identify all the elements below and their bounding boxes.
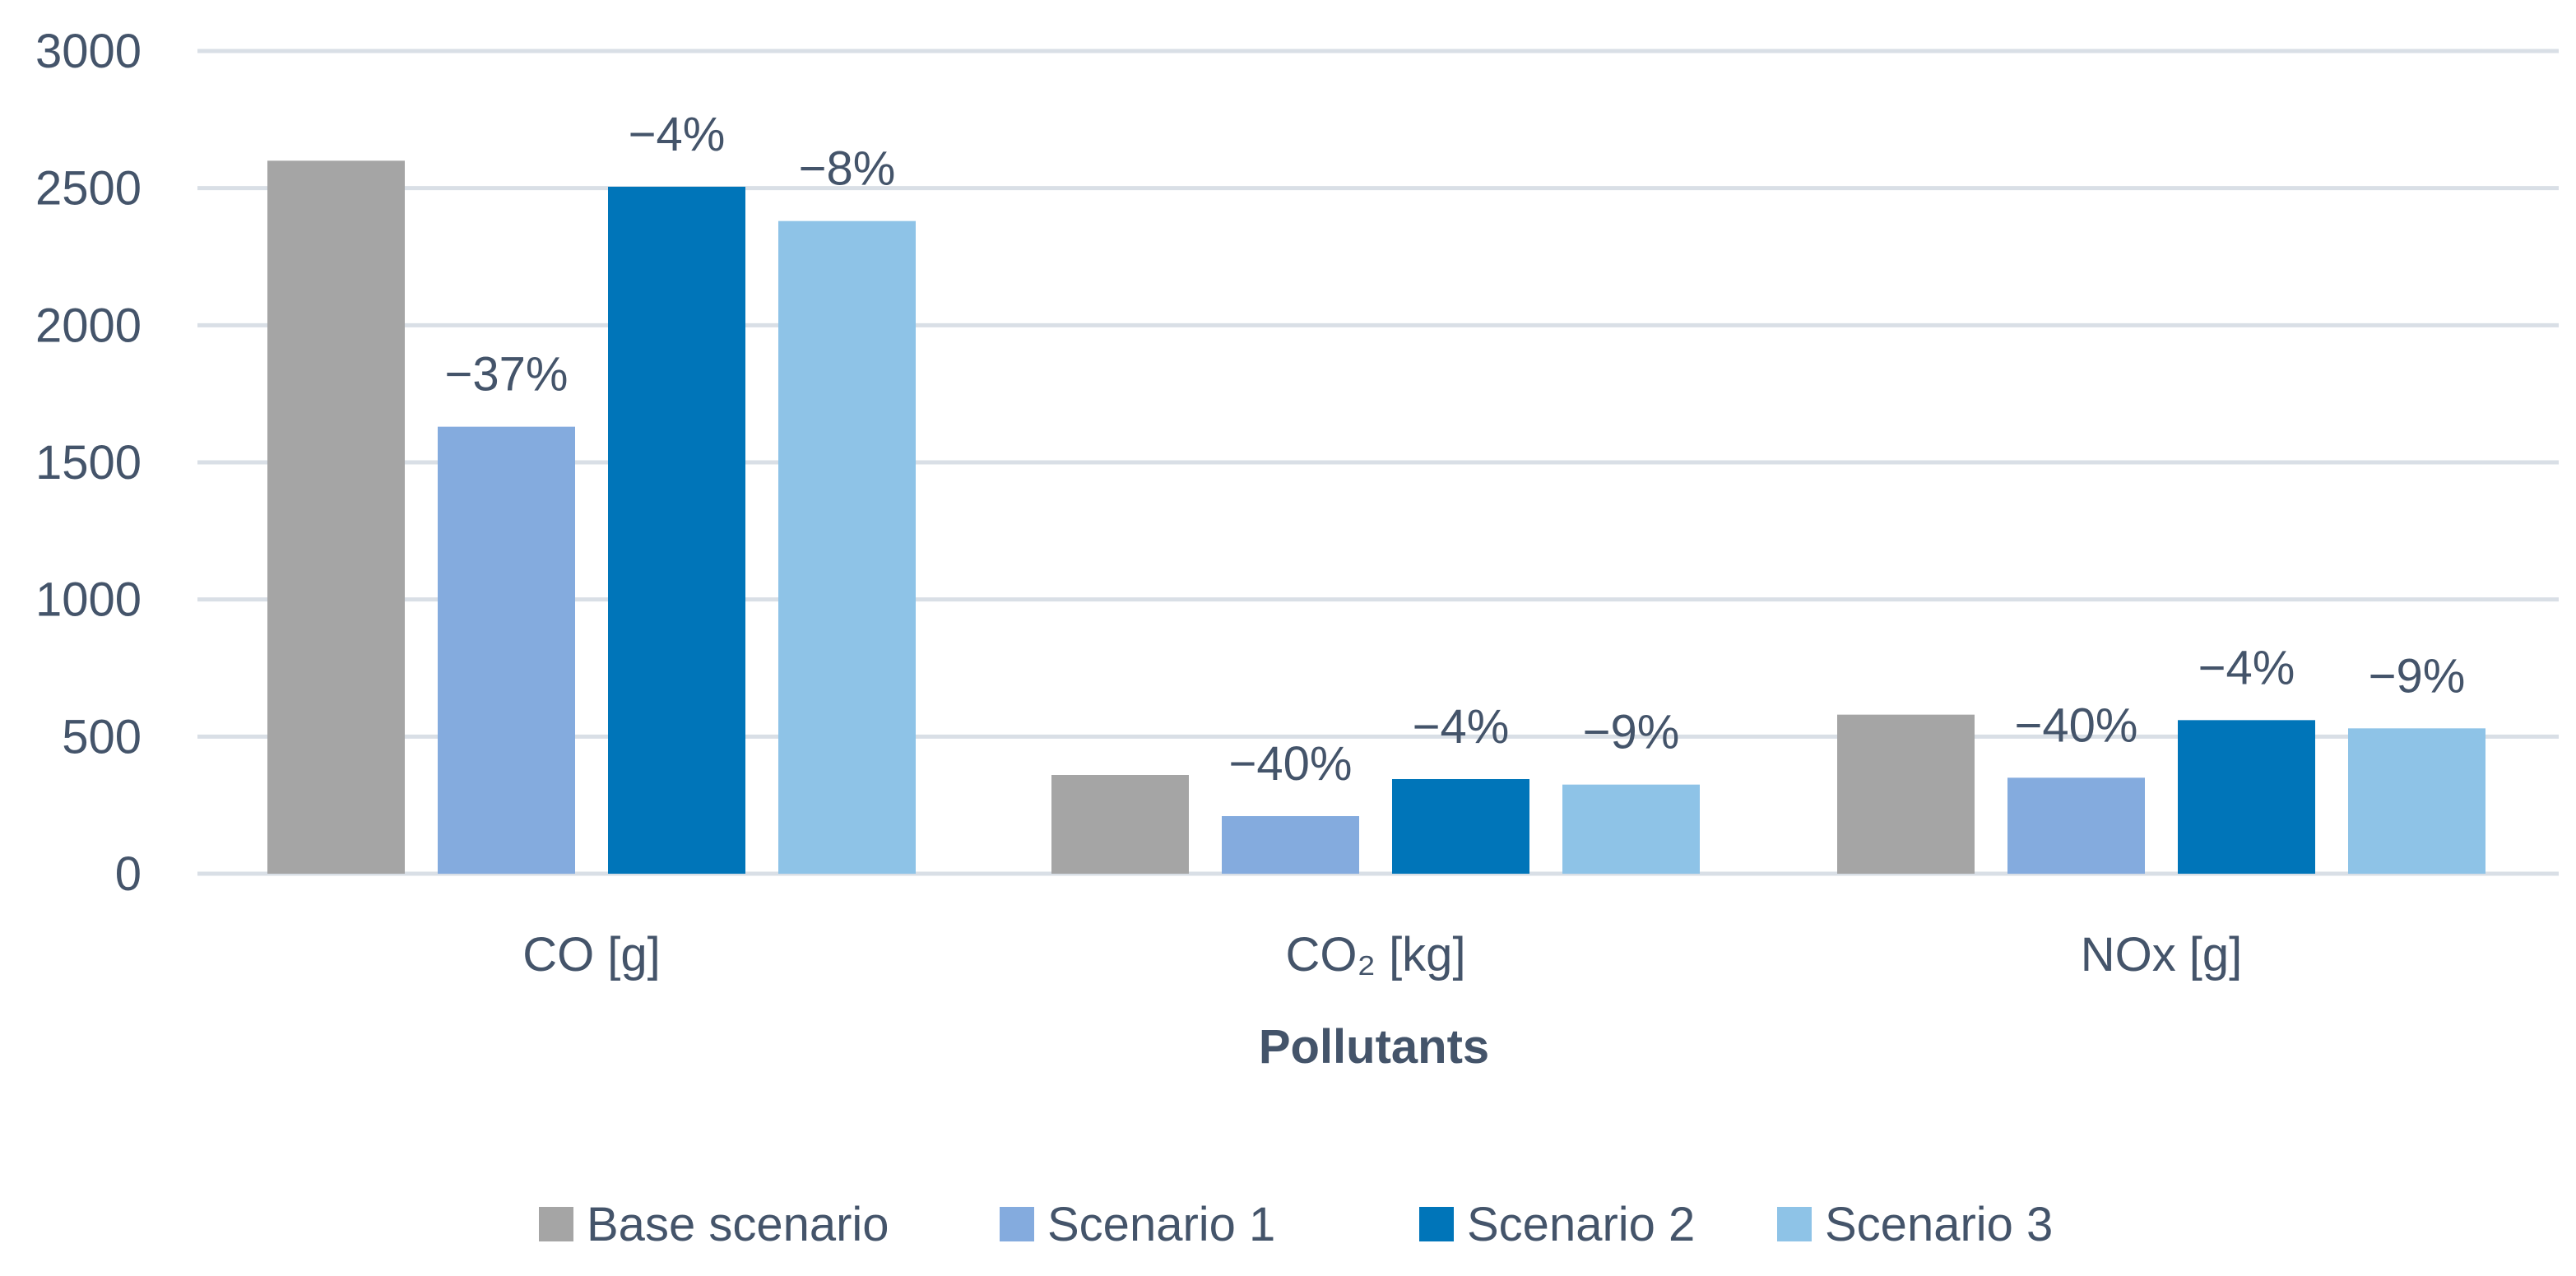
x-axis-title: Pollutants — [1259, 1020, 1489, 1074]
data-label-scenario-3-1: −9% — [1583, 706, 1680, 759]
bar-scenario-1-2 — [2007, 777, 2145, 874]
bar-scenario-3-0 — [778, 220, 916, 875]
y-tick-label-1500: 1500 — [35, 436, 142, 490]
bar-scenario-2-2 — [2178, 720, 2315, 874]
y-tick-label-3000: 3000 — [35, 25, 142, 78]
y-tick-label-2500: 2500 — [35, 162, 142, 216]
legend-label-scenario-1: Scenario 1 — [1047, 1198, 1275, 1251]
data-label-scenario-3-0: −8% — [799, 142, 896, 196]
bar-scenario-3-1 — [1562, 784, 1700, 874]
x-axis-categories: CO [g] CO₂ [kg] NOx [g] — [522, 928, 2242, 981]
legend-swatch-scenario-2 — [1419, 1207, 1454, 1241]
x-category-label-0: CO [g] — [522, 928, 661, 981]
y-axis-ticks: 0 500 1000 1500 2000 2500 3000 — [35, 25, 142, 901]
data-label-scenario-2-2: −4% — [2198, 641, 2295, 694]
gridlines — [197, 49, 2559, 876]
bar-scenario-1-0 — [438, 426, 575, 874]
bar-scenario-2-1 — [1392, 779, 1529, 874]
legend-label-scenario-3: Scenario 3 — [1825, 1198, 2053, 1251]
bar-scenario-1-1 — [1222, 816, 1359, 874]
data-label-scenario-2-0: −4% — [629, 108, 726, 161]
legend-swatch-scenario-1 — [1000, 1207, 1034, 1241]
y-tick-label-1000: 1000 — [35, 573, 142, 627]
data-label-scenario-2-1: −4% — [1413, 700, 1510, 754]
bars — [267, 160, 2485, 875]
data-label-scenario-1-1: −40% — [1229, 737, 1353, 791]
x-category-label-2: NOx [g] — [2081, 928, 2243, 981]
bar-base-scenario-1 — [1051, 775, 1189, 874]
legend: Base scenario Scenario 1 Scenario 2 Scenari… — [539, 1198, 2053, 1251]
data-label-scenario-3-2: −9% — [2369, 649, 2466, 703]
y-tick-label-500: 500 — [62, 710, 142, 763]
data-label-scenario-1-2: −40% — [2015, 698, 2138, 752]
y-tick-label-2000: 2000 — [35, 299, 142, 352]
legend-label-scenario-2: Scenario 2 — [1467, 1198, 1695, 1251]
legend-label-base-scenario: Base scenario — [587, 1198, 889, 1251]
x-category-label-1: CO₂ [kg] — [1285, 928, 1465, 981]
bar-scenario-3-2 — [2348, 728, 2485, 874]
y-tick-label-0: 0 — [115, 847, 142, 901]
data-labels: −37% −4% −8% −40% −4% −9% −40% −4% −9% — [445, 108, 2466, 791]
bar-scenario-2-0 — [608, 187, 745, 874]
legend-swatch-scenario-3 — [1777, 1207, 1812, 1241]
data-label-scenario-1-0: −37% — [445, 348, 569, 401]
bar-base-scenario-2 — [1837, 714, 1975, 874]
legend-swatch-base-scenario — [539, 1207, 573, 1241]
bar-base-scenario-0 — [267, 160, 405, 875]
